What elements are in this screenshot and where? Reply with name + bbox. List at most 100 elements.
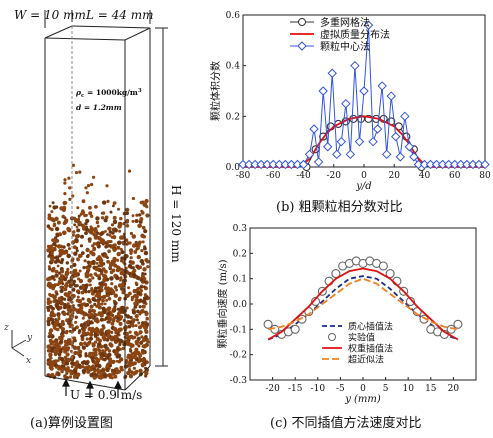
x-tick-label: -5: [336, 384, 345, 394]
particle: [84, 186, 88, 190]
particle: [84, 290, 88, 294]
particle: [122, 211, 127, 216]
particle: [97, 276, 102, 281]
particle: [66, 267, 70, 271]
chart-c: -20 -15 -10 -5 0 5 10 15 20 -0.3 -0.2 -0.1 0.0 0.1 0.2…: [216, 224, 477, 405]
particle: [48, 267, 52, 271]
particle: [81, 365, 85, 369]
particle: [57, 359, 60, 362]
particle: [81, 285, 85, 290]
particle: [54, 365, 58, 369]
particle: [85, 247, 90, 253]
particle: [62, 305, 67, 310]
particle: [85, 227, 89, 232]
particle: [60, 327, 66, 332]
particle: [55, 372, 59, 376]
particle: [73, 272, 79, 278]
particle: [70, 240, 76, 245]
particle: [55, 274, 59, 278]
particle: [93, 334, 98, 338]
particle: [83, 259, 87, 263]
particle: [103, 283, 108, 287]
particle: [107, 297, 112, 301]
particle: [47, 265, 51, 269]
legend-label: 质心插值法: [348, 321, 393, 333]
particle: [62, 230, 67, 236]
particle: [55, 292, 59, 296]
particle: [123, 364, 129, 369]
particle: [46, 348, 51, 353]
particle: [60, 269, 65, 274]
particle: [58, 335, 63, 341]
particle: [48, 366, 52, 370]
particle: [96, 291, 101, 297]
particle: [76, 376, 79, 380]
particle: [81, 331, 86, 336]
particle: [99, 271, 104, 276]
particle: [133, 330, 138, 336]
particle: [82, 322, 87, 326]
particle: [117, 240, 122, 246]
particle: [61, 330, 66, 335]
particle: [139, 217, 144, 222]
particle: [46, 301, 51, 306]
particle: [129, 315, 133, 320]
particle: [50, 318, 55, 322]
particle: [59, 288, 64, 294]
series-line: [306, 118, 422, 168]
legend-label: 权重插值法: [348, 343, 393, 355]
particle: [46, 244, 51, 249]
particle: [87, 326, 93, 332]
particle: [99, 356, 104, 360]
y-tick-label: 0.6: [226, 11, 241, 21]
particle: [57, 314, 61, 318]
particle: [102, 373, 107, 378]
domain-box: [44, 25, 151, 391]
legend-label: 超近似法: [348, 354, 384, 366]
legend-label: 颗粒中心法: [320, 40, 370, 53]
particle: [101, 370, 106, 375]
particle: [94, 356, 99, 361]
legend-label: 多重网格法: [320, 16, 370, 29]
particle: [102, 278, 107, 283]
particle: [141, 304, 146, 309]
particle: [141, 240, 145, 244]
particle: [47, 213, 52, 217]
particle: [141, 272, 145, 275]
particle: [82, 360, 86, 364]
axis-x-label: x: [26, 356, 31, 366]
particle: [131, 324, 135, 328]
particle: [117, 353, 122, 358]
particle: [125, 359, 129, 363]
particle: [131, 214, 135, 218]
particle: [102, 326, 106, 330]
particle: [141, 321, 145, 325]
particle: [127, 368, 132, 372]
particle: [67, 176, 71, 180]
data-point: [409, 152, 419, 162]
x-tick-label: -80: [236, 171, 251, 181]
particle: [112, 256, 117, 261]
particle: [143, 250, 149, 256]
particle: [62, 245, 66, 249]
particle: [117, 207, 120, 211]
particle: [89, 273, 93, 277]
particle: [124, 254, 129, 259]
particle: [97, 302, 101, 307]
particle: [141, 350, 146, 355]
particle: [112, 215, 117, 220]
data-point: [322, 142, 333, 152]
particle: [139, 259, 144, 264]
particle: [142, 202, 147, 207]
particle: [101, 200, 107, 205]
dim-l: L = 44 mm: [85, 8, 154, 22]
particle: [51, 238, 55, 243]
particle: [102, 274, 108, 279]
particle: [48, 331, 52, 336]
particle: [112, 307, 116, 311]
particle: [103, 218, 108, 223]
particle: [136, 254, 141, 260]
data-point: [372, 124, 383, 134]
data-point: [350, 60, 360, 71]
particle: [93, 302, 97, 306]
